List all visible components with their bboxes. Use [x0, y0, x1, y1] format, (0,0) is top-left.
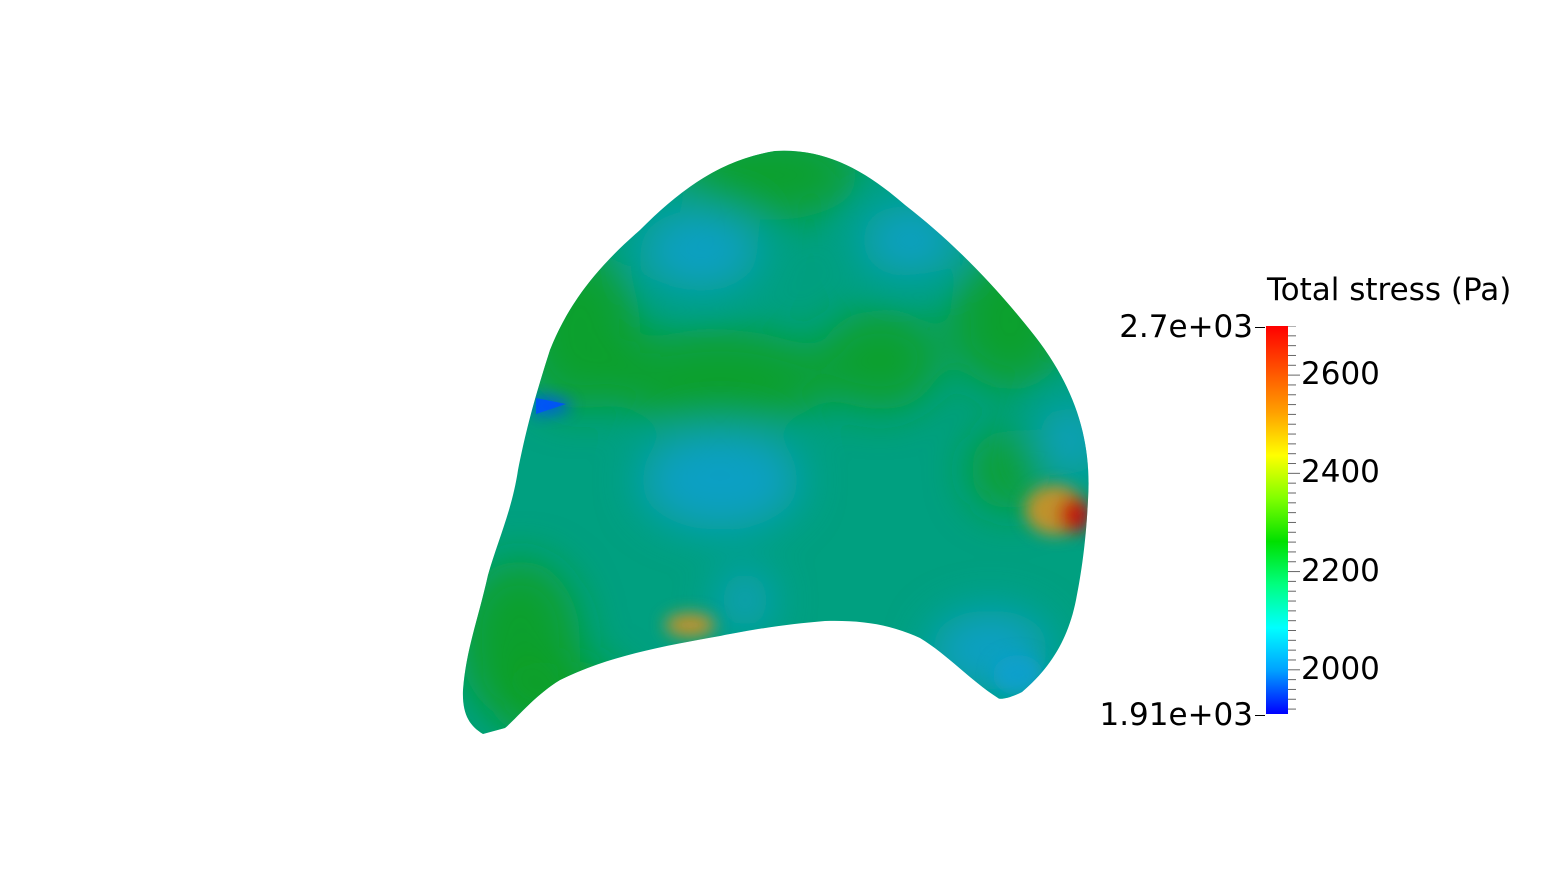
- legend-tick-label: 2600: [1301, 356, 1380, 393]
- deep-blue-spot-bottom-right: [993, 655, 1043, 695]
- green-region-right: [950, 250, 1070, 390]
- surface-field: [462, 150, 1089, 734]
- legend-tick-label: 2000: [1301, 650, 1380, 687]
- legend-title: Total stress (Pa): [1267, 272, 1512, 308]
- legend-min-label: 1.91e+03: [1099, 697, 1253, 733]
- color-legend-bar: [1266, 326, 1288, 714]
- green-region-center: [820, 310, 940, 410]
- green-region-bottom-left: [490, 660, 630, 734]
- blue-region-bottom: [720, 570, 770, 630]
- surface-hotspots: [665, 485, 1089, 695]
- green-region-top: [680, 150, 860, 220]
- blue-region-center: [640, 430, 800, 530]
- warm-spot-bottom: [665, 613, 715, 637]
- blue-region-top-right: [860, 205, 960, 275]
- blue-region-top: [640, 210, 760, 290]
- legend-tick-marks: [1288, 326, 1300, 710]
- legend-max-dash: [1255, 327, 1265, 328]
- legend-gradient: [1266, 326, 1288, 714]
- legend-tick-label: 2200: [1301, 552, 1380, 589]
- green-region-mid: [610, 330, 830, 430]
- green-region-right-mid: [970, 430, 1050, 510]
- legend-max-label: 2.7e+03: [1119, 309, 1253, 345]
- legend-tick-label: 2400: [1301, 454, 1380, 491]
- low-stress-spot-left-core: [536, 398, 566, 414]
- blue-region-right: [1040, 405, 1089, 475]
- hot-spot-right: [1059, 497, 1089, 533]
- legend-min-dash: [1255, 715, 1265, 716]
